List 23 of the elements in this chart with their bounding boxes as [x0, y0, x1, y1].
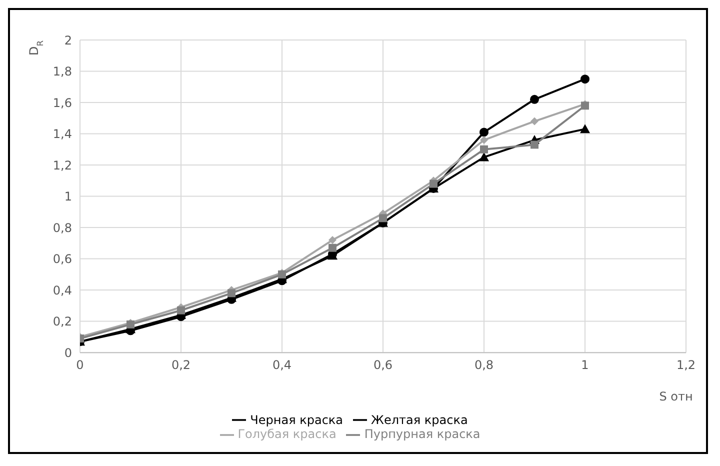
- y-tick-label: 1,6: [52, 96, 72, 110]
- x-tick-label: 0,8: [474, 358, 494, 372]
- x-tick-label: 0,2: [171, 358, 191, 372]
- y-tick-label: 1: [64, 190, 72, 204]
- x-tick-label: 0: [76, 358, 84, 372]
- x-tick-label: 1,2: [676, 358, 696, 372]
- x-axis-title: S отн: [659, 390, 693, 404]
- y-tick-label: 0,4: [52, 283, 72, 298]
- x-tick-label: 0,6: [373, 358, 393, 372]
- y-tick-label: 0,6: [52, 252, 72, 266]
- y-tick-label: 2: [64, 33, 72, 48]
- y-tick-label: 0,2: [52, 314, 72, 329]
- legend-label: Желтая краска: [371, 412, 468, 427]
- legend-label: Голубая краска: [238, 427, 336, 442]
- x-tick-label: 0,4: [272, 358, 292, 372]
- legend-label: Пурпурная краска: [364, 427, 480, 442]
- legend-label: Черная краска: [250, 412, 344, 427]
- y-tick-label: 1,8: [52, 64, 72, 79]
- x-tick-label: 1: [581, 358, 589, 372]
- y-tick-label: 1,2: [52, 158, 72, 172]
- y-tick-label: 0,8: [52, 220, 72, 235]
- y-tick-label: 0: [64, 346, 72, 360]
- y-tick-label: 1,4: [52, 127, 72, 142]
